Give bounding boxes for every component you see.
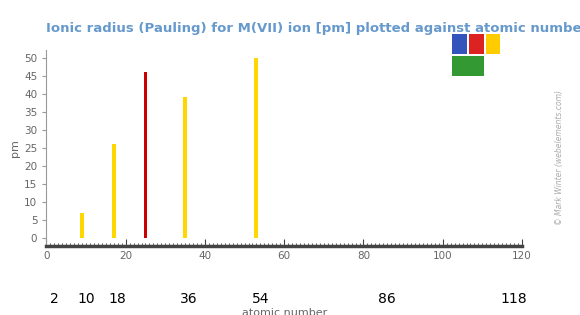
Bar <box>452 34 467 54</box>
Bar <box>452 56 484 76</box>
Bar <box>143 72 147 238</box>
Bar <box>80 213 84 238</box>
Bar <box>486 34 500 54</box>
Bar <box>112 145 116 238</box>
X-axis label: atomic number: atomic number <box>242 308 327 315</box>
Bar <box>183 97 187 238</box>
Y-axis label: pm: pm <box>10 139 20 157</box>
Bar <box>469 34 484 54</box>
Text: © Mark Winter (webelements.com): © Mark Winter (webelements.com) <box>555 90 564 225</box>
Text: Ionic radius (Pauling) for M(VII) ion [pm] plotted against atomic number: Ionic radius (Pauling) for M(VII) ion [p… <box>46 22 580 35</box>
Bar <box>255 58 259 238</box>
